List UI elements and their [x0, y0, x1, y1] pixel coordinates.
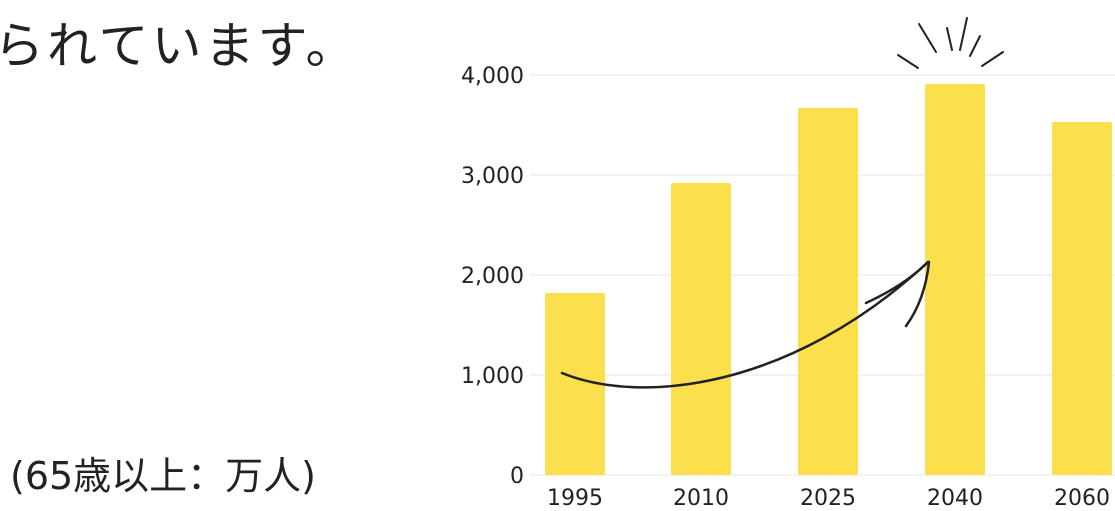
bars [545, 84, 1112, 475]
bar-2025 [798, 108, 858, 475]
emphasis-burst-line [946, 27, 953, 51]
y-tick-label: 0 [510, 464, 524, 489]
bar-2010 [671, 183, 731, 475]
x-tick-label: 2010 [673, 486, 729, 511]
trend-arrowhead-right [904, 260, 931, 328]
emphasis-burst-line [959, 17, 968, 51]
x-tick-label: 1995 [547, 486, 603, 511]
trend-arrowhead-left [864, 260, 930, 305]
bar-1995 [545, 293, 605, 475]
emphasis-burst-line [969, 35, 981, 57]
unit-note: (65歳以上：万人) [10, 454, 317, 498]
x-axis-ticks: 1995 2010 2025 2040 2060 [547, 486, 1110, 511]
headline-text: られています。 [0, 17, 359, 75]
x-tick-label: 2025 [800, 486, 856, 511]
bar-2060 [1052, 122, 1112, 475]
y-tick-label: 3,000 [461, 164, 524, 189]
y-axis-ticks: 0 1,000 2,000 3,000 4,000 [461, 64, 524, 489]
bar-2040 [925, 84, 985, 475]
y-tick-label: 2,000 [461, 264, 524, 289]
emphasis-burst-line [897, 54, 919, 69]
y-tick-label: 4,000 [461, 64, 524, 89]
emphasis-burst-line [981, 51, 1004, 67]
x-tick-label: 2040 [927, 486, 983, 511]
annotations [560, 17, 1004, 389]
x-tick-label: 2060 [1054, 486, 1110, 511]
y-tick-label: 1,000 [461, 364, 524, 389]
trend-arrow-curve [560, 260, 930, 389]
emphasis-burst-line [918, 23, 937, 53]
